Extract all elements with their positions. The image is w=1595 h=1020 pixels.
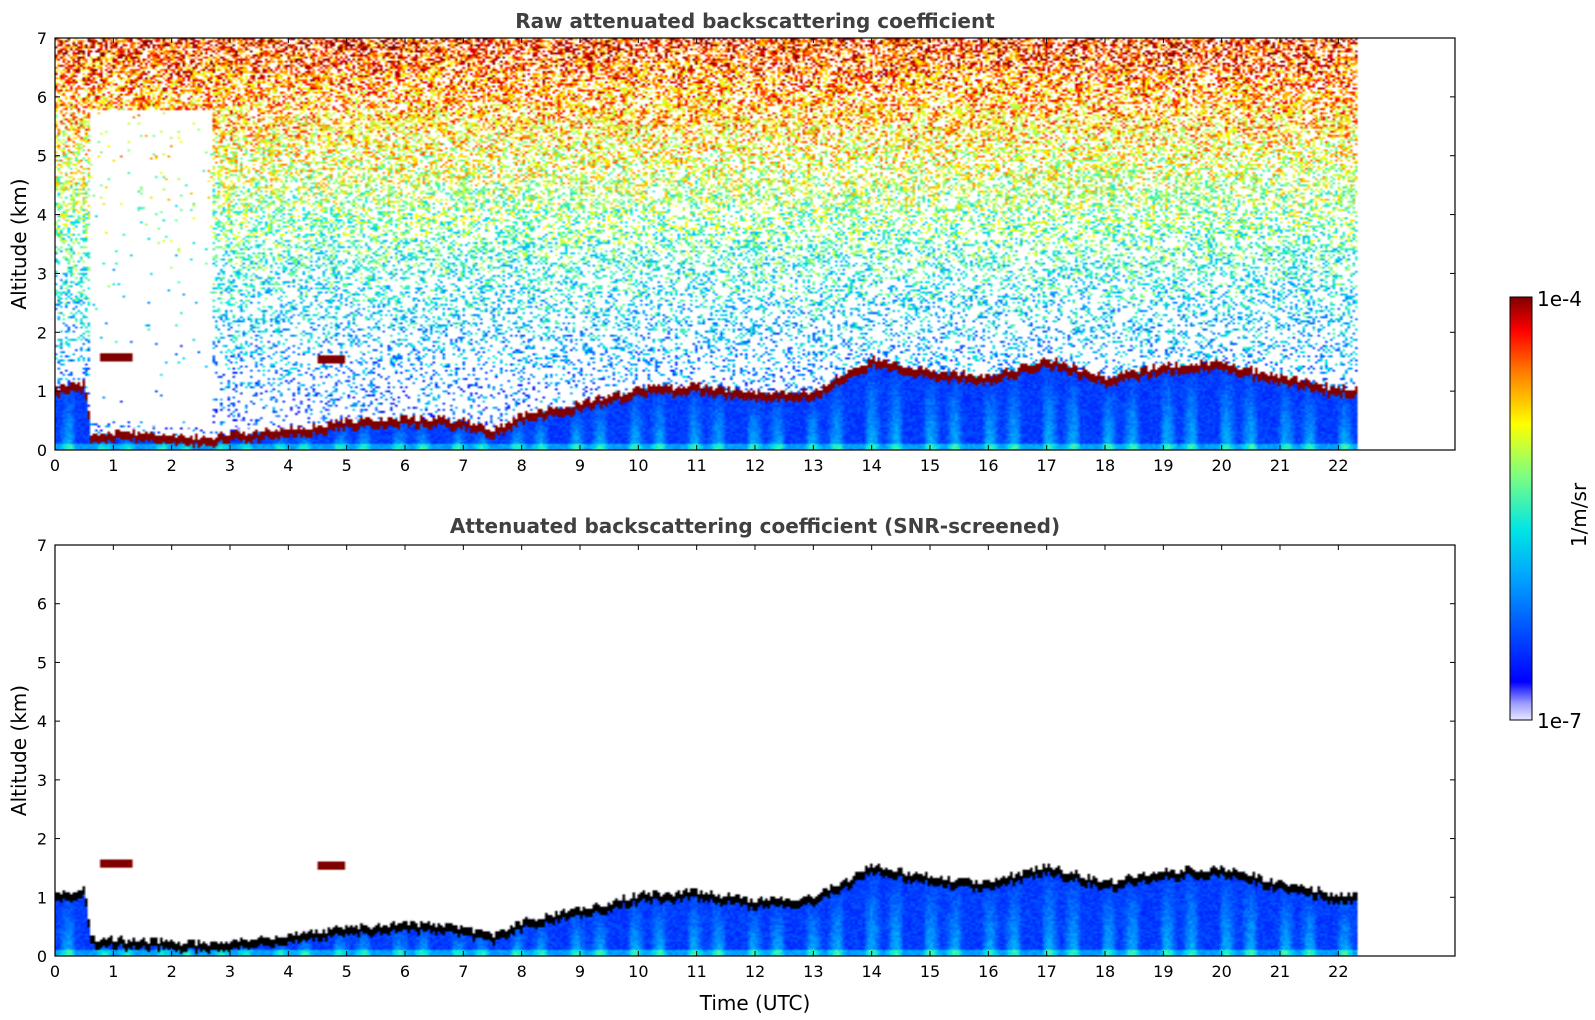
y-tick-label: 7 bbox=[37, 536, 47, 555]
heatmap-image bbox=[55, 545, 1455, 956]
x-tick-label: 4 bbox=[283, 962, 293, 981]
x-tick-label: 19 bbox=[1153, 962, 1173, 981]
y-tick-labels: 0 1 2 3 4 5 6 7 bbox=[37, 29, 1455, 460]
x-tick-label: 8 bbox=[517, 962, 527, 981]
y-tick-label: 6 bbox=[37, 595, 47, 614]
x-tick-label: 1 bbox=[108, 456, 118, 475]
panel-title: Raw attenuated backscattering coefficien… bbox=[515, 9, 995, 33]
x-tick-label: 11 bbox=[686, 962, 706, 981]
y-tick-label: 1 bbox=[37, 382, 47, 401]
x-tick-label: 9 bbox=[575, 962, 585, 981]
heatmap-image bbox=[55, 38, 1455, 450]
x-tick-label: 16 bbox=[978, 962, 998, 981]
x-tick-label: 13 bbox=[803, 962, 823, 981]
colorbar-unit-label: 1/m/sr bbox=[1567, 482, 1591, 547]
y-tick-label: 4 bbox=[37, 206, 47, 225]
x-tick-label: 8 bbox=[517, 456, 527, 475]
x-tick-label: 21 bbox=[1270, 456, 1290, 475]
x-tick-label: 7 bbox=[458, 456, 468, 475]
y-tick-label: 2 bbox=[37, 830, 47, 849]
x-tick-label: 10 bbox=[628, 456, 648, 475]
y-axis-label: Altitude (km) bbox=[7, 685, 31, 816]
x-tick-label: 9 bbox=[575, 456, 585, 475]
x-tick-label: 17 bbox=[1036, 456, 1056, 475]
x-tick-label: 17 bbox=[1036, 962, 1056, 981]
x-tick-label: 20 bbox=[1211, 456, 1231, 475]
x-tick-label: 18 bbox=[1095, 962, 1115, 981]
y-tick-labels: 0 1 2 3 4 5 6 7 bbox=[37, 536, 1455, 966]
x-tick-label: 11 bbox=[686, 456, 706, 475]
x-tick-label: 4 bbox=[283, 456, 293, 475]
x-tick-label: 1 bbox=[108, 962, 118, 981]
x-tick-label: 0 bbox=[50, 456, 60, 475]
x-tick-label: 19 bbox=[1153, 456, 1173, 475]
snr-screened-backscatter-panel: Attenuated backscattering coefficient (S… bbox=[7, 514, 1456, 1015]
colorbar-gradient bbox=[1509, 296, 1533, 721]
y-tick-label: 4 bbox=[37, 712, 47, 731]
x-tick-label: 5 bbox=[342, 962, 352, 981]
y-tick-label: 0 bbox=[37, 441, 47, 460]
x-tick-label: 6 bbox=[400, 456, 410, 475]
x-tick-label: 12 bbox=[745, 456, 765, 475]
x-tick-label: 0 bbox=[50, 962, 60, 981]
colorbar: 1e-4 1e-7 1/m/sr bbox=[1509, 287, 1591, 733]
x-tick-label: 22 bbox=[1328, 456, 1348, 475]
x-tick-label: 15 bbox=[920, 962, 940, 981]
y-tick-label: 3 bbox=[37, 771, 47, 790]
x-tick-label: 13 bbox=[803, 456, 823, 475]
heatmap-raster bbox=[55, 545, 1455, 956]
x-tick-label: 15 bbox=[920, 456, 940, 475]
x-tick-label: 18 bbox=[1095, 456, 1115, 475]
y-axis-label: Altitude (km) bbox=[7, 178, 31, 309]
y-tick-label: 0 bbox=[37, 947, 47, 966]
x-tick-label: 2 bbox=[167, 962, 177, 981]
y-tick-label: 2 bbox=[37, 323, 47, 342]
raw-backscatter-panel: Raw attenuated backscattering coefficien… bbox=[7, 9, 1456, 475]
y-tick-label: 1 bbox=[37, 888, 47, 907]
x-tick-labels: 0 1 2 3 4 5 6 7 8 9 10 11 12 13 14 15 16 17 18 19 20 21 22 bbox=[50, 545, 1349, 981]
colorbar-min-label: 1e-7 bbox=[1537, 709, 1582, 733]
x-tick-labels: 0 1 2 3 4 5 6 7 8 9 10 11 12 13 14 15 16 17 18 19 20 21 22 bbox=[50, 38, 1349, 475]
colorbar-max-label: 1e-4 bbox=[1537, 287, 1582, 311]
x-tick-label: 5 bbox=[342, 456, 352, 475]
y-tick-label: 3 bbox=[37, 264, 47, 283]
y-tick-label: 5 bbox=[37, 653, 47, 672]
x-tick-label: 3 bbox=[225, 962, 235, 981]
x-axis-label: Time (UTC) bbox=[699, 991, 811, 1015]
panel-title: Attenuated backscattering coefficient (S… bbox=[450, 514, 1060, 538]
x-tick-label: 12 bbox=[745, 962, 765, 981]
x-tick-label: 14 bbox=[861, 962, 881, 981]
heatmap-raster bbox=[55, 38, 1455, 450]
y-tick-label: 6 bbox=[37, 88, 47, 107]
x-tick-label: 6 bbox=[400, 962, 410, 981]
x-tick-label: 20 bbox=[1211, 962, 1231, 981]
x-tick-label: 21 bbox=[1270, 962, 1290, 981]
x-tick-label: 3 bbox=[225, 456, 235, 475]
y-tick-label: 7 bbox=[37, 29, 47, 48]
y-tick-label: 5 bbox=[37, 147, 47, 166]
x-tick-label: 22 bbox=[1328, 962, 1348, 981]
x-tick-label: 2 bbox=[167, 456, 177, 475]
x-tick-label: 16 bbox=[978, 456, 998, 475]
x-tick-label: 10 bbox=[628, 962, 648, 981]
x-tick-label: 14 bbox=[861, 456, 881, 475]
x-tick-label: 7 bbox=[458, 962, 468, 981]
